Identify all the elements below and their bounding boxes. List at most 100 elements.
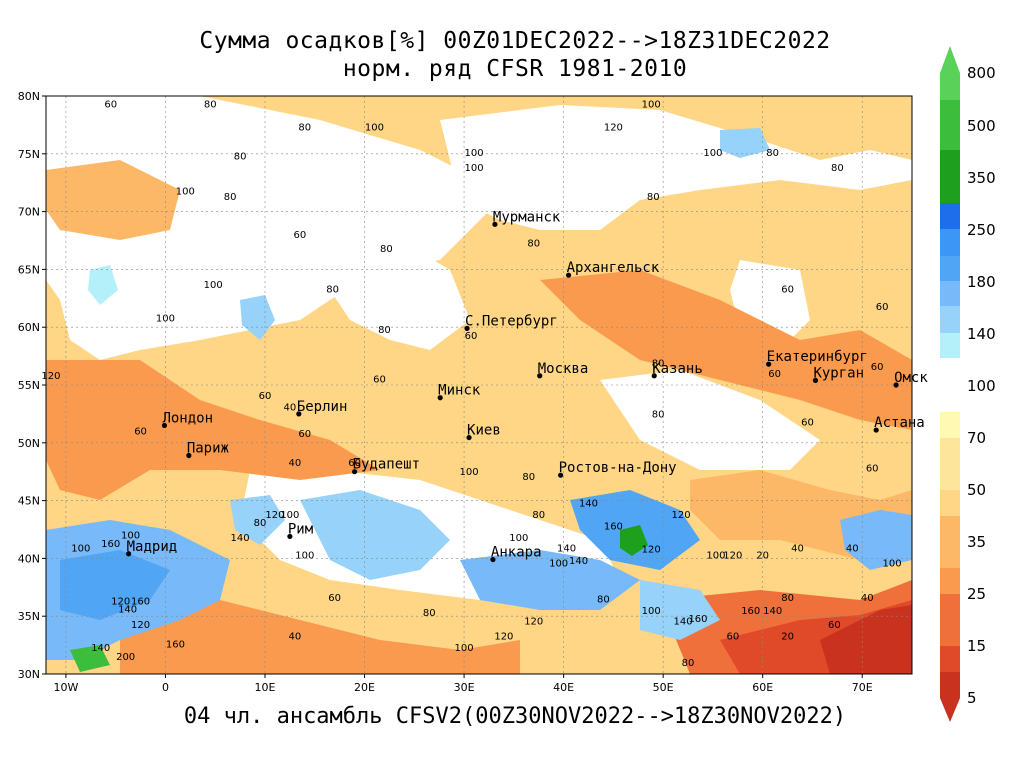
colorbar-dry (940, 412, 960, 722)
contour-value-label: 80 (597, 594, 610, 605)
contour-value-label: 60 (134, 427, 147, 438)
field-wet-barents (720, 128, 770, 158)
colorbar-label: 140 (967, 325, 996, 343)
field-wet-iran (640, 580, 720, 640)
colorbar-label: 100 (967, 377, 996, 395)
lon-label: 70E (852, 681, 873, 694)
city-label: Ростов-на-Дону (559, 460, 677, 476)
city-marker (558, 472, 564, 478)
contour-value-label: 60 (768, 369, 781, 380)
contour-value-label: 60 (828, 620, 841, 631)
contour-value-label: 120 (642, 545, 661, 556)
map-title-line2: норм. ряд CFSR 1981-2010 (342, 56, 688, 82)
colorbar-swatch (940, 438, 960, 464)
city-label: Минск (438, 383, 481, 399)
colorbar-swatch (940, 542, 960, 568)
contour-value-label: 120 (131, 620, 150, 631)
contour-value-label: 120 (111, 597, 130, 608)
contour-value-label: 20 (756, 550, 769, 561)
contour-value-label: 60 (104, 100, 117, 111)
colorbar-labels: 800 500 350 250 180 140 100 70 50 35 25 15 5 (967, 64, 996, 707)
lon-label: 20E (354, 681, 375, 694)
field-wet-arctic (88, 265, 118, 305)
colorbar-label: 25 (967, 585, 986, 603)
field-wet-centralasia (840, 510, 912, 570)
contour-value-label: 80 (652, 409, 665, 420)
lat-label: 60N (18, 321, 40, 334)
field-driest-south (820, 605, 912, 674)
contour-value-label: 120 (265, 510, 284, 521)
lon-label: 30E (454, 681, 475, 694)
contour-value-label: 120 (494, 631, 513, 642)
contour-value-label: 80 (522, 472, 535, 483)
contour-value-label: 60 (328, 593, 341, 604)
colorbar-swatch (940, 256, 960, 281)
contour-value-label: 160 (166, 639, 185, 650)
contour-value-label: 120 (672, 510, 691, 521)
lat-label: 75N (18, 148, 40, 161)
contour-value-label: 60 (781, 285, 794, 296)
city-label: Мурманск (493, 209, 561, 225)
contour-value-label: 100 (703, 148, 722, 159)
contour-value-label: 100 (455, 643, 474, 654)
city-label: С.Петербург (465, 313, 558, 329)
contour-value-label: 200 (116, 652, 135, 663)
contour-value-label: 80 (831, 163, 844, 174)
contour-value-label: 80 (204, 100, 217, 111)
contour-value-label: 140 (763, 606, 782, 617)
contour-value-label: 20 (781, 631, 794, 642)
contour-value-label: 100 (71, 543, 90, 554)
lat-label: 65N (18, 263, 40, 276)
contour-value-label: 100 (464, 148, 483, 159)
contour-value-label: 100 (295, 550, 314, 561)
contour-value-label: 100 (706, 550, 725, 561)
lon-label: 10W (53, 681, 78, 694)
city-label: Будапешт (353, 457, 420, 473)
field-white-north (440, 105, 912, 230)
city-label: Москва (538, 361, 589, 377)
lat-label: 50N (18, 437, 40, 450)
city-label: Курган (813, 365, 864, 381)
city-marker (490, 556, 496, 563)
contour-value-label: 60 (876, 302, 889, 313)
colorbar-label: 70 (967, 429, 986, 447)
colorbar-label: 800 (967, 64, 996, 82)
colorbar-swatch (940, 306, 960, 333)
city-marker (812, 377, 819, 383)
lon-label: 60E (752, 681, 773, 694)
colorbar-swatch (940, 646, 960, 672)
city-label: Лондон (162, 410, 213, 426)
city-marker (287, 533, 293, 540)
contour-value-label: 100 (459, 467, 478, 478)
field-green-morocco (70, 645, 110, 672)
contour-value-label: 120 (723, 550, 742, 561)
contour-value-label: 60 (726, 631, 739, 642)
colorbar-swatch (940, 464, 960, 490)
lat-label: 70N (18, 206, 40, 219)
contour-value-label: 100 (204, 280, 223, 291)
colorbar-label: 350 (967, 169, 996, 187)
city-marker (565, 272, 572, 278)
colorbar-swatch (940, 568, 960, 594)
contour-value-label: 80 (781, 593, 794, 604)
colorbar-label: 5 (967, 689, 977, 707)
contour-value-label: 80 (378, 325, 391, 336)
contour-value-label: 60 (373, 375, 386, 386)
colorbar-wet (940, 46, 960, 358)
field-dry-nw (46, 160, 180, 240)
contour-value-label: 40 (861, 593, 874, 604)
contour-value-label: 80 (766, 148, 779, 159)
lon-label: 0 (162, 681, 169, 694)
field-green-caucasus (620, 525, 648, 556)
contour-value-label: 80 (298, 123, 311, 134)
contour-value-label: 80 (423, 608, 436, 619)
contour-value-label: 60 (465, 331, 478, 342)
field-wet-balkans (300, 490, 450, 580)
contour-value-label: 100 (156, 313, 175, 324)
contour-value-label: 100 (509, 533, 528, 544)
field-white-arctic (46, 96, 500, 360)
city-label: Омск (894, 370, 928, 386)
city-marker (296, 411, 302, 417)
contour-value-label: 80 (326, 285, 339, 296)
